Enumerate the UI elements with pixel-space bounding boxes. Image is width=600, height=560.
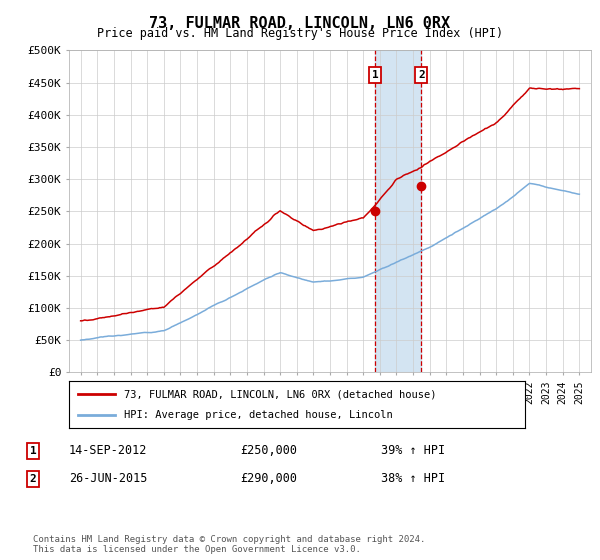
Text: £290,000: £290,000 — [240, 472, 297, 486]
Text: 2: 2 — [418, 70, 425, 80]
Text: 26-JUN-2015: 26-JUN-2015 — [69, 472, 148, 486]
Text: Contains HM Land Registry data © Crown copyright and database right 2024.
This d: Contains HM Land Registry data © Crown c… — [33, 535, 425, 554]
Text: Price paid vs. HM Land Registry's House Price Index (HPI): Price paid vs. HM Land Registry's House … — [97, 27, 503, 40]
Text: 1: 1 — [29, 446, 37, 456]
Bar — [375, 50, 421, 372]
Text: 73, FULMAR ROAD, LINCOLN, LN6 0RX (detached house): 73, FULMAR ROAD, LINCOLN, LN6 0RX (detac… — [124, 389, 436, 399]
Text: 2: 2 — [29, 474, 37, 484]
Text: 39% ↑ HPI: 39% ↑ HPI — [381, 444, 445, 458]
Text: 14-SEP-2012: 14-SEP-2012 — [69, 444, 148, 458]
Text: 1: 1 — [371, 70, 379, 80]
Text: HPI: Average price, detached house, Lincoln: HPI: Average price, detached house, Linc… — [124, 410, 392, 420]
Text: £250,000: £250,000 — [240, 444, 297, 458]
Text: 73, FULMAR ROAD, LINCOLN, LN6 0RX: 73, FULMAR ROAD, LINCOLN, LN6 0RX — [149, 16, 451, 31]
Text: 38% ↑ HPI: 38% ↑ HPI — [381, 472, 445, 486]
